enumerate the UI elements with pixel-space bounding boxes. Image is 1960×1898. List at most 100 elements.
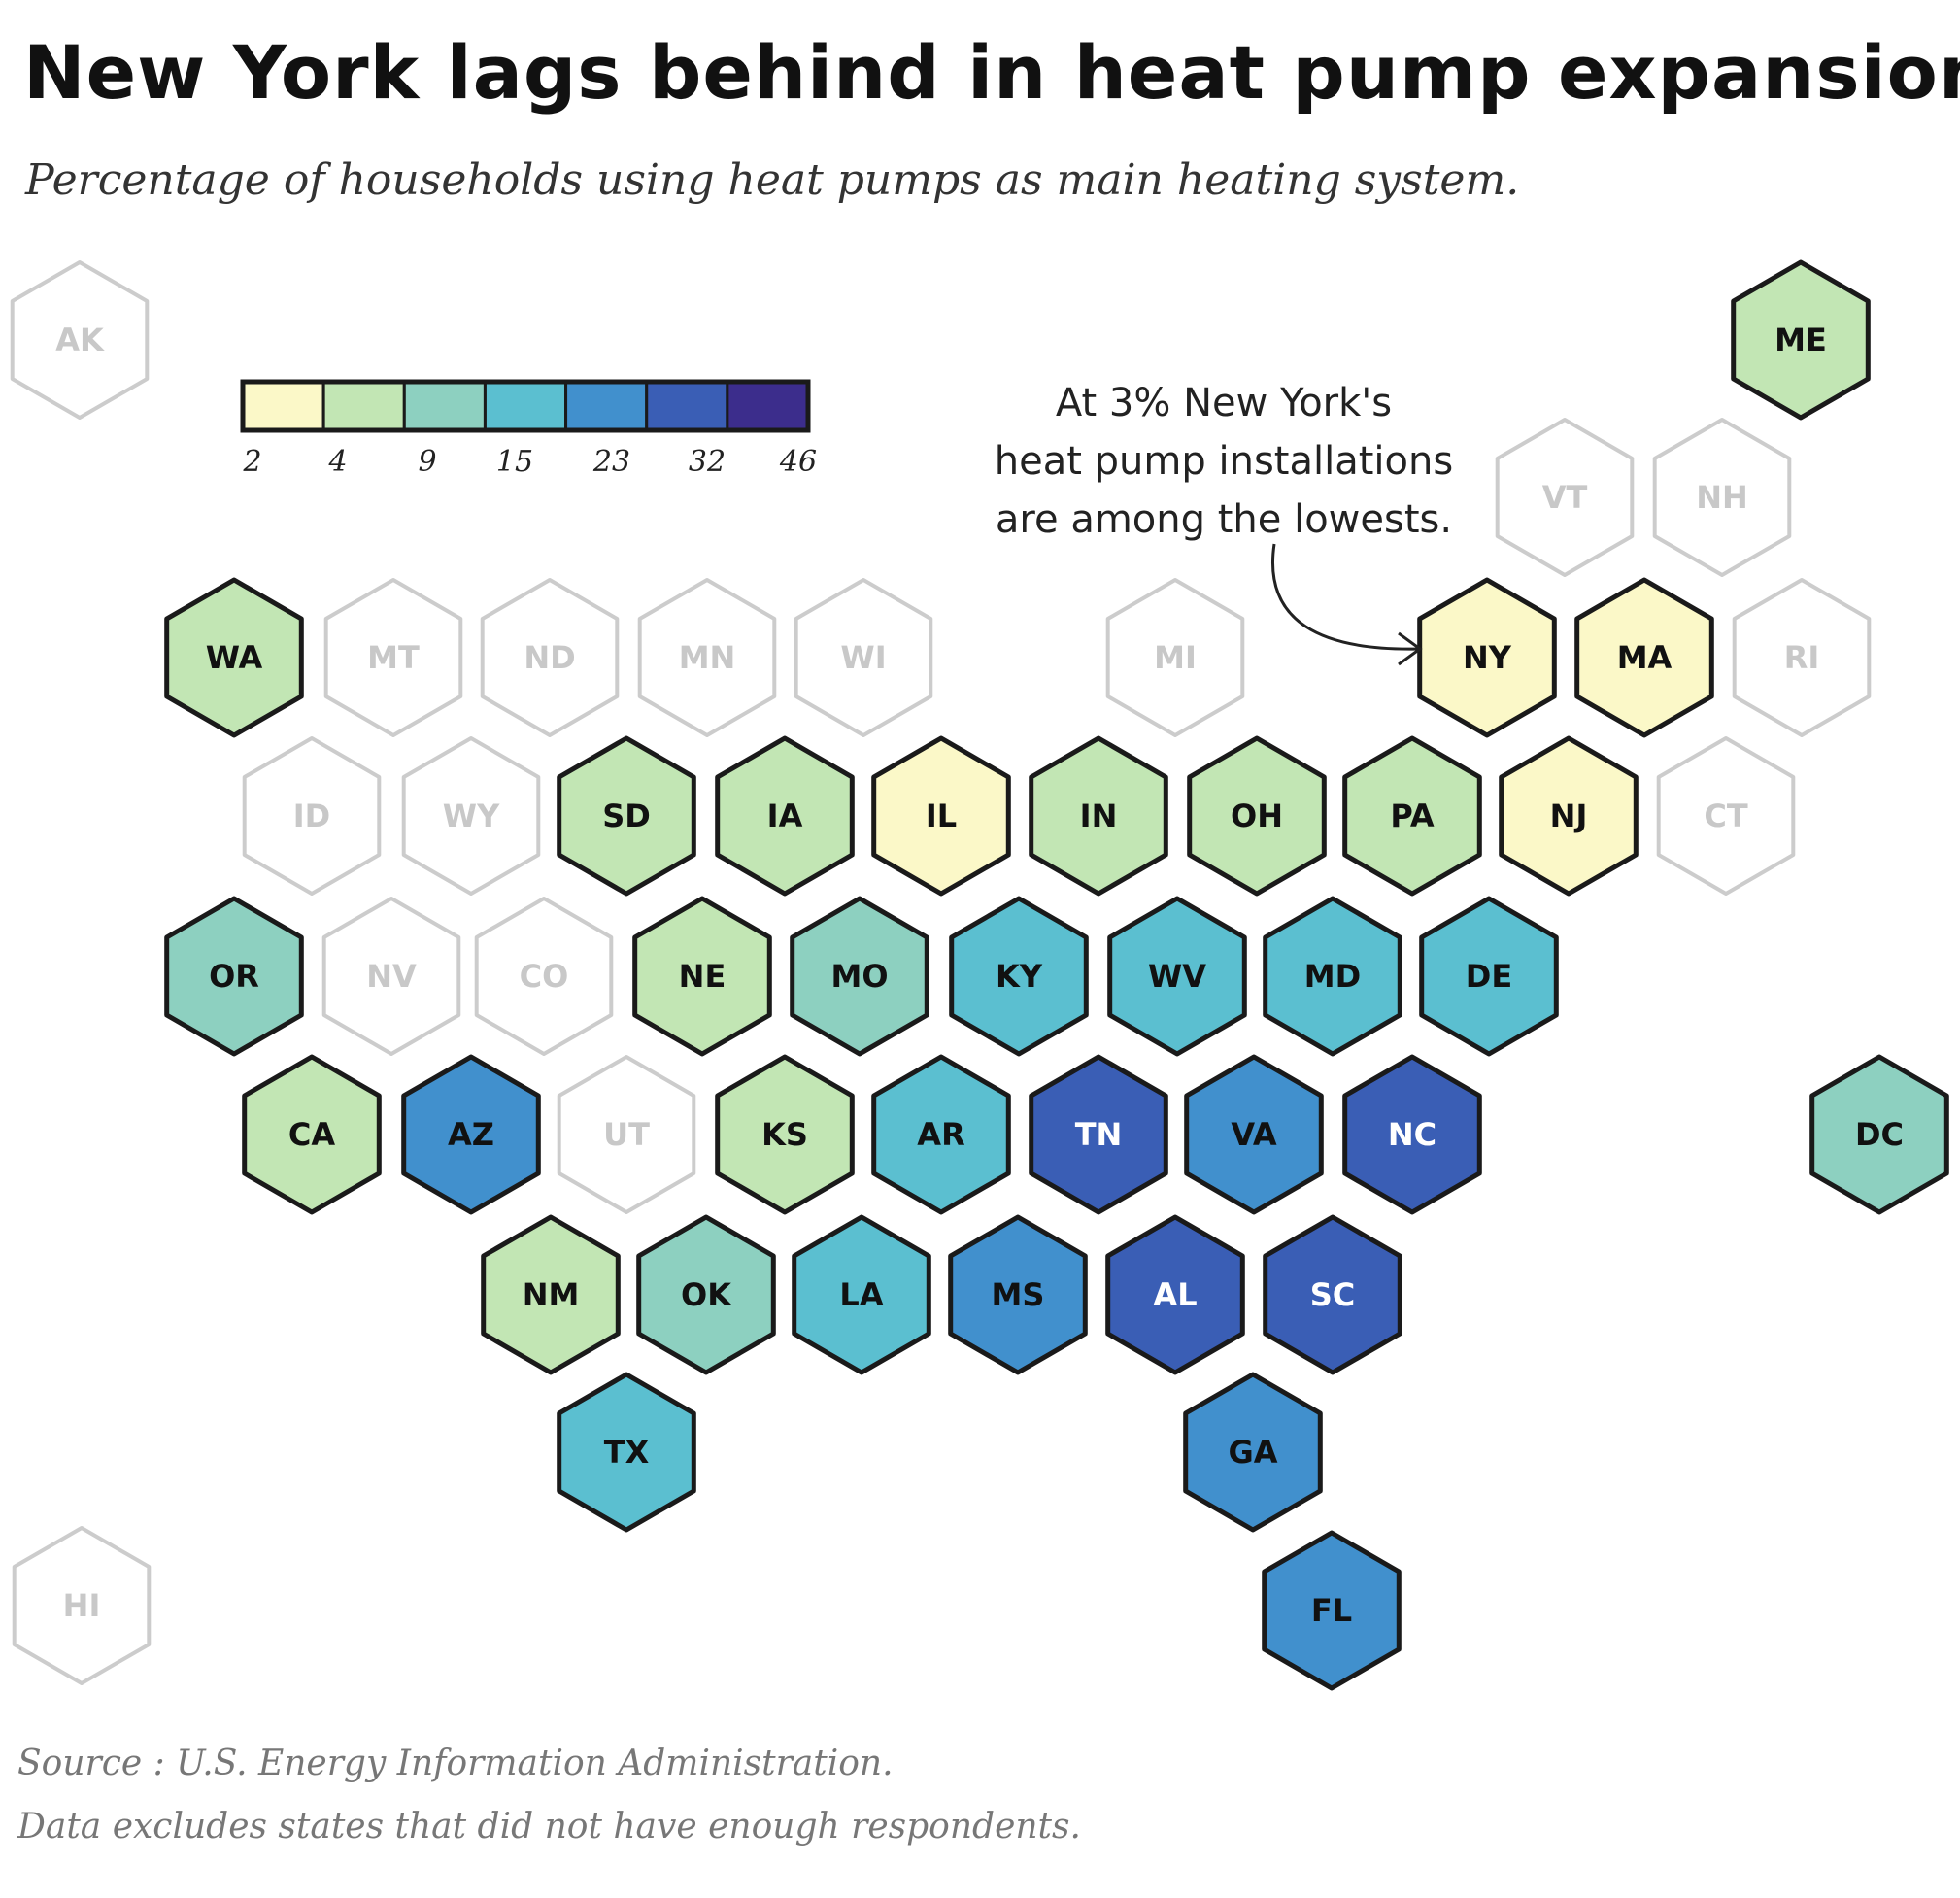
state-hex-sd: SD xyxy=(557,735,696,897)
state-label: DC xyxy=(1855,1116,1904,1153)
hex-shape xyxy=(1419,896,1559,1057)
hex-shape xyxy=(1029,1054,1168,1215)
hex-shape xyxy=(794,578,933,737)
state-label: AL xyxy=(1153,1276,1197,1313)
hex-shape xyxy=(1656,736,1796,896)
legend-tick-label: 9 xyxy=(418,445,436,479)
state-label: WI xyxy=(840,639,886,676)
state-hex-id: ID xyxy=(242,736,382,896)
state-label: MT xyxy=(367,639,420,676)
state-hex-va: VA xyxy=(1184,1054,1324,1215)
state-label: NH xyxy=(1696,479,1748,516)
state-hex-ma: MA xyxy=(1574,577,1714,738)
state-label: ME xyxy=(1774,322,1827,358)
legend-swatch-1 xyxy=(321,380,406,432)
state-hex-hi: HI xyxy=(12,1526,152,1685)
state-label: CA xyxy=(288,1116,335,1153)
state-hex-or: OR xyxy=(164,896,304,1057)
hex-shape xyxy=(12,1526,152,1685)
hex-shape xyxy=(323,578,463,737)
chart-subtitle: Percentage of households using heat pump… xyxy=(25,155,1520,205)
hex-shape xyxy=(1263,896,1402,1057)
hex-shape xyxy=(557,735,696,897)
state-label: VA xyxy=(1231,1116,1277,1153)
data-footnote: Data excludes states that did not have e… xyxy=(17,1807,1081,1847)
state-hex-ut: UT xyxy=(557,1055,696,1214)
state-label: MO xyxy=(830,958,888,995)
hex-shape xyxy=(474,897,614,1056)
legend-swatch-0 xyxy=(241,380,325,432)
state-label: TX xyxy=(604,1434,650,1471)
state-hex-mo: MO xyxy=(790,896,929,1057)
annotation-arrowhead xyxy=(1398,631,1423,666)
state-hex-ky: KY xyxy=(949,896,1089,1057)
state-hex-ny: NY xyxy=(1417,577,1557,738)
state-label: MN xyxy=(679,639,736,676)
state-hex-wy: WY xyxy=(401,736,541,896)
hex-shape xyxy=(10,260,150,420)
legend-tick-label: 2 xyxy=(242,445,261,479)
hex-shape xyxy=(481,1214,621,1375)
state-label: AZ xyxy=(448,1116,494,1153)
state-hex-me: ME xyxy=(1731,259,1871,421)
hex-shape xyxy=(242,1054,382,1215)
hex-shape xyxy=(1574,577,1714,738)
state-label: AK xyxy=(55,322,105,358)
hex-shape xyxy=(949,896,1089,1057)
hex-shape xyxy=(1809,1054,1949,1215)
hex-shape xyxy=(1342,1054,1482,1215)
state-label: MD xyxy=(1304,958,1361,995)
state-hexes: AK ME VT NH WA MT ND MN WI MI NY MA RI ID WY SD IA IL IN OH… xyxy=(10,259,1949,1691)
state-hex-ms: MS xyxy=(948,1214,1088,1375)
state-label: NY xyxy=(1463,639,1512,676)
state-hex-ks: KS xyxy=(715,1054,855,1215)
annotation-line-3: are among the lowests. xyxy=(995,497,1453,542)
state-label: WA xyxy=(206,639,263,676)
state-label: DE xyxy=(1466,958,1512,995)
legend-swatch-5 xyxy=(645,380,729,432)
hex-shape xyxy=(1184,1054,1324,1215)
state-hex-nj: NJ xyxy=(1499,735,1639,897)
state-label: SD xyxy=(602,797,651,834)
state-hex-dc: DC xyxy=(1809,1054,1949,1215)
hex-shape xyxy=(790,896,929,1057)
state-label: CT xyxy=(1704,797,1747,834)
color-legend: 2 4 9 15 23 32 46 xyxy=(240,379,817,479)
state-label: KS xyxy=(761,1116,808,1153)
annotation-note: At 3% New York's heat pump installations… xyxy=(952,374,1496,549)
hex-shape xyxy=(1107,896,1247,1057)
state-label: UT xyxy=(603,1116,650,1153)
state-hex-wa: WA xyxy=(164,577,304,738)
state-label: ND xyxy=(524,639,575,676)
hex-shape xyxy=(1342,735,1482,897)
state-label: NJ xyxy=(1550,797,1588,834)
state-label: IN xyxy=(1080,797,1118,834)
state-label: HI xyxy=(63,1587,101,1624)
state-label: TN xyxy=(1075,1116,1123,1153)
state-hex-fl: FL xyxy=(1262,1530,1402,1691)
state-label: LA xyxy=(839,1276,883,1313)
legend-swatch-2 xyxy=(402,380,487,432)
state-hex-md: MD xyxy=(1263,896,1402,1057)
legend-outline xyxy=(240,379,811,433)
state-label: RI xyxy=(1784,639,1820,676)
hex-shape xyxy=(164,577,304,738)
state-hex-ia: IA xyxy=(715,735,855,897)
hex-shape xyxy=(242,736,382,896)
chart-title: New York lags behind in heat pump expans… xyxy=(23,29,1960,116)
hex-shape xyxy=(557,1372,696,1533)
state-hex-wi: WI xyxy=(794,578,933,737)
state-hex-ak: AK xyxy=(10,260,150,420)
state-hex-ar: AR xyxy=(871,1054,1011,1215)
hex-shape xyxy=(1262,1530,1402,1691)
state-label: WV xyxy=(1148,958,1206,995)
state-hex-ct: CT xyxy=(1656,736,1796,896)
legend-swatch-6 xyxy=(726,380,810,432)
legend-tick-label: 23 xyxy=(592,445,630,479)
legend-tick-label: 15 xyxy=(496,445,533,479)
state-hex-pa: PA xyxy=(1342,735,1482,897)
state-label: IA xyxy=(767,797,803,834)
state-label: NE xyxy=(679,958,727,995)
hex-shape xyxy=(1029,735,1168,897)
